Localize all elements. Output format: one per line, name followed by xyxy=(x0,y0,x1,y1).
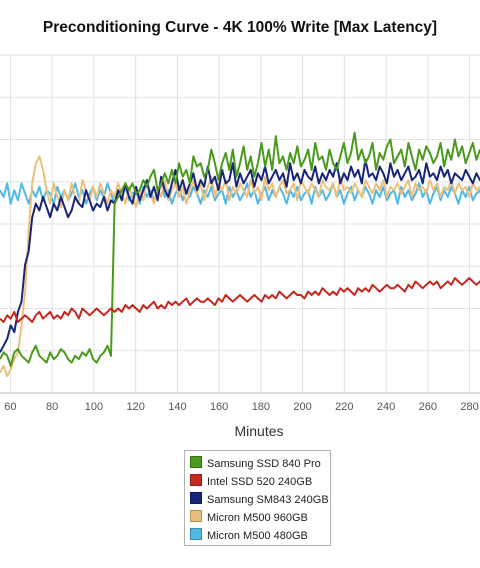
x-tick-label: 180 xyxy=(252,401,270,413)
legend-item: Micron M500 960GB xyxy=(190,510,308,524)
x-tick-label: 100 xyxy=(85,401,103,413)
x-tick-label: 280 xyxy=(460,401,478,413)
x-tick-label: 140 xyxy=(168,401,186,413)
legend-swatch xyxy=(190,492,202,504)
x-tick-label: 220 xyxy=(335,401,353,413)
legend-label: Samsung SM843 240GB xyxy=(207,494,329,506)
series-line xyxy=(0,277,480,323)
x-tick-label: 240 xyxy=(377,401,395,413)
x-tick-label: 120 xyxy=(126,401,144,413)
x-tick-label: 260 xyxy=(419,401,437,413)
series-line xyxy=(0,155,480,378)
x-tick-label: 60 xyxy=(4,401,16,413)
legend-label: Micron M500 960GB xyxy=(207,512,308,524)
x-tick-label: 160 xyxy=(210,401,228,413)
legend-label: Samsung SSD 840 Pro xyxy=(207,458,321,470)
legend-item: Samsung SSD 840 Pro xyxy=(190,456,321,470)
x-tick-labels: 60 80 100 120 140 160 180 200 220 240 260 280 xyxy=(4,401,478,413)
legend: Samsung SSD 840 Pro Intel SSD 520 240GB Sa… xyxy=(184,450,331,546)
series-line xyxy=(0,158,480,353)
grid xyxy=(0,54,480,394)
x-tick-label: 200 xyxy=(293,401,311,413)
x-tick-label: 80 xyxy=(46,401,58,413)
series-line xyxy=(0,131,480,367)
legend-item: Samsung SM843 240GB xyxy=(190,492,329,506)
series-lines xyxy=(0,131,480,378)
legend-swatch xyxy=(190,456,202,468)
x-axis-label: Minutes xyxy=(234,423,284,439)
legend-label: Intel SSD 520 240GB xyxy=(207,476,313,488)
legend-swatch xyxy=(190,474,202,486)
chart-title: Preconditioning Curve - 4K 100% Write [M… xyxy=(42,19,438,36)
legend-item: Intel SSD 520 240GB xyxy=(190,474,312,488)
legend-label: Micron M500 480GB xyxy=(207,530,308,542)
legend-item: Micron M500 480GB xyxy=(190,528,308,542)
legend-swatch xyxy=(190,528,202,540)
legend-swatch xyxy=(190,510,202,522)
